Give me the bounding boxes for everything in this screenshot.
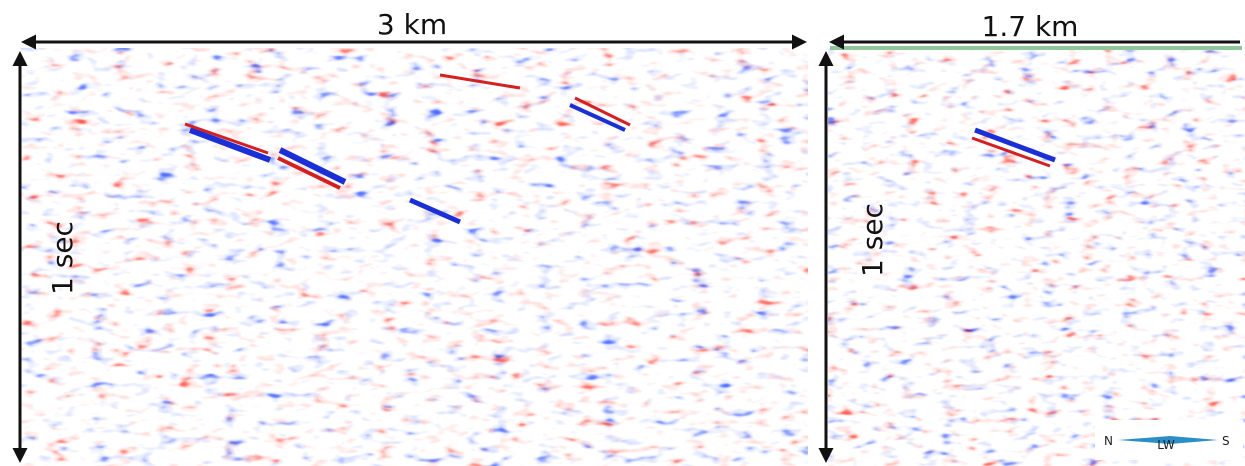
reflectors xyxy=(971,127,1056,168)
width-label: 1.7 km xyxy=(982,10,1079,43)
height-label: 1 sec xyxy=(46,221,79,295)
seismic-section xyxy=(20,48,808,466)
reflector xyxy=(277,156,341,190)
reflector xyxy=(974,127,1056,163)
compass-left: N xyxy=(1104,434,1113,448)
reflector xyxy=(278,147,347,185)
compass-right: S xyxy=(1222,434,1230,448)
compass: N LW S xyxy=(1095,420,1243,460)
reflector xyxy=(188,127,272,163)
width-label: 3 km xyxy=(377,8,447,41)
reflector xyxy=(971,136,1051,168)
reflector xyxy=(439,73,521,90)
reflector xyxy=(569,103,626,132)
reflectors xyxy=(184,73,631,225)
height-label: 1 sec xyxy=(856,203,889,277)
seismic-section xyxy=(828,48,1245,466)
reflector xyxy=(408,197,462,225)
compass-arrow xyxy=(1118,436,1218,444)
compass-center: LW xyxy=(1157,438,1175,452)
top-strip xyxy=(830,46,1242,50)
reflector xyxy=(574,96,631,127)
reflector xyxy=(184,122,269,155)
